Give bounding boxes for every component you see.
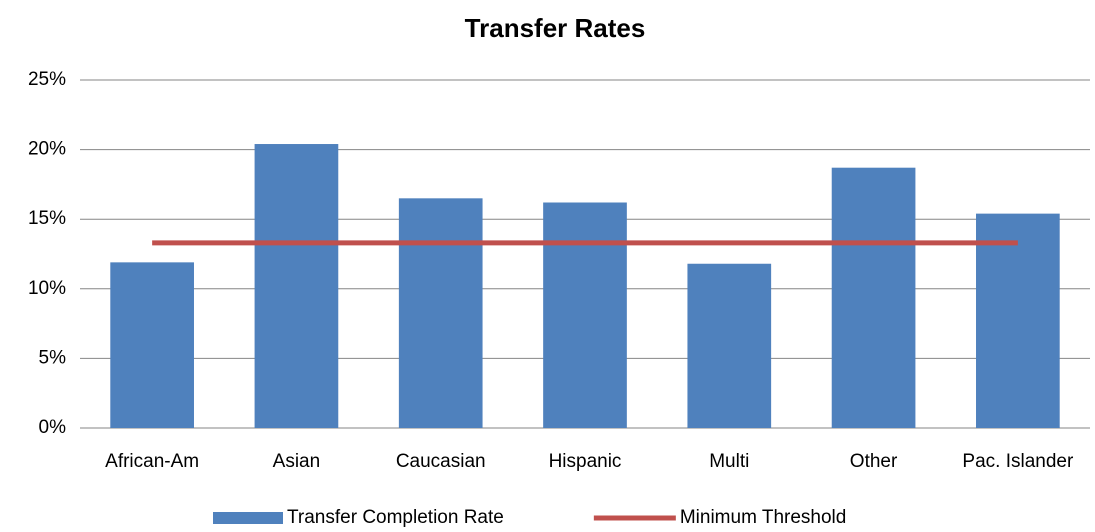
legend-label: Transfer Completion Rate — [287, 507, 504, 528]
x-tick-label: Other — [850, 451, 898, 472]
bar — [687, 263, 772, 428]
y-tick-label: 20% — [28, 139, 66, 160]
bar — [254, 144, 339, 429]
bar — [110, 262, 194, 428]
x-tick-label: Hispanic — [549, 451, 622, 472]
legend-label: Minimum Threshold — [680, 507, 846, 528]
y-tick-label: 5% — [39, 347, 67, 368]
y-tick-label: 25% — [28, 69, 66, 90]
x-tick-label: Asian — [273, 451, 321, 472]
x-tick-label: Caucasian — [396, 451, 486, 472]
x-tick-label: Multi — [709, 451, 749, 472]
bar — [831, 167, 916, 429]
y-tick-label: 15% — [28, 208, 66, 229]
chart-title: Transfer Rates — [465, 13, 646, 43]
bar — [398, 198, 483, 428]
y-tick-label: 0% — [39, 417, 67, 438]
x-tick-label: Pac. Islander — [962, 451, 1074, 472]
bar — [543, 202, 627, 428]
x-tick-label: African-Am — [105, 451, 199, 472]
bar — [976, 213, 1060, 428]
y-tick-label: 10% — [28, 278, 66, 299]
legend-swatch — [213, 512, 283, 524]
